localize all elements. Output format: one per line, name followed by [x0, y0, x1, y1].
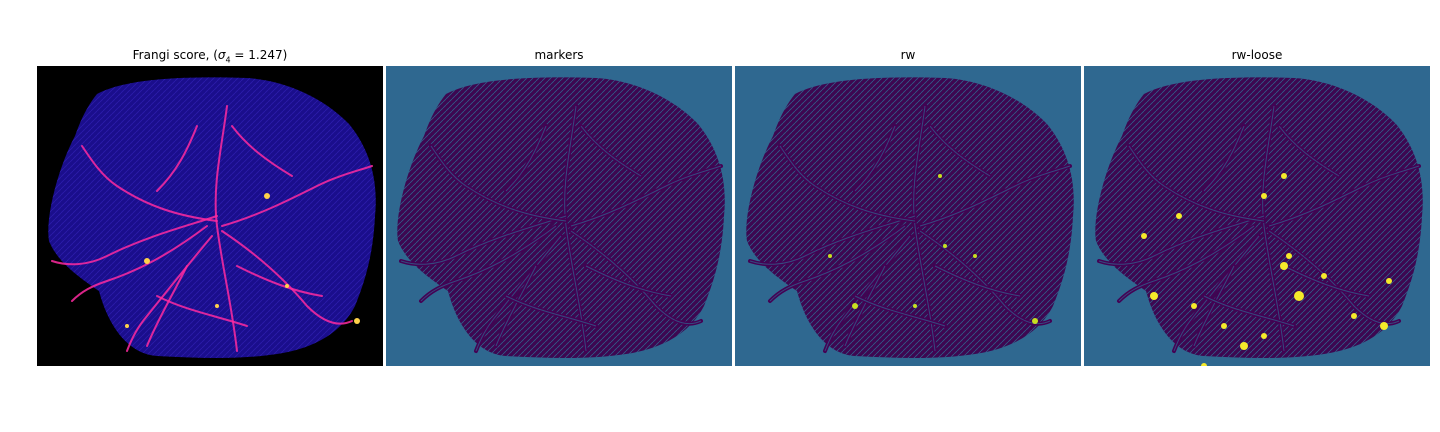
vessel-edge — [420, 225, 557, 302]
markers-image — [386, 66, 732, 366]
panel-frangi — [37, 66, 383, 366]
highlight-spot — [1280, 262, 1288, 270]
highlight-spot — [354, 318, 360, 324]
highlight-spot — [1321, 273, 1327, 279]
highlight-spot — [1141, 233, 1147, 239]
vessel-edge — [585, 265, 672, 297]
highlight-spot — [264, 193, 270, 199]
vessel-edge — [1203, 125, 1245, 192]
vessel-edge — [779, 145, 916, 222]
vessel — [156, 295, 248, 327]
highlight-spot — [1261, 333, 1267, 339]
vessel — [221, 165, 373, 227]
vessel-edge — [1128, 145, 1265, 222]
vessel-edge — [570, 230, 702, 325]
vessel-edge — [929, 125, 991, 177]
highlight-spot — [1201, 363, 1207, 366]
rw-loose-image — [1084, 66, 1430, 366]
highlight-spot — [1380, 322, 1388, 330]
vessel — [126, 235, 213, 352]
vessel-edge — [1262, 105, 1285, 352]
highlight-spot — [215, 304, 219, 308]
vessel — [51, 215, 218, 266]
highlight-spot — [1240, 342, 1248, 350]
highlight-spot — [1150, 292, 1158, 300]
vessel-edge — [580, 125, 642, 177]
vessel-edge — [749, 215, 916, 265]
vessel-edge — [505, 125, 547, 192]
frangi-title-sigma: σ — [217, 48, 226, 62]
panel-title-rw-loose: rw-loose — [1231, 48, 1283, 62]
vessel-edge — [854, 295, 946, 327]
highlight-spot — [1221, 323, 1227, 329]
highlight-spot — [285, 284, 289, 288]
vessel — [156, 125, 198, 192]
highlight-spot — [1281, 173, 1287, 179]
vessel-edge — [1098, 215, 1265, 265]
panel-rw-loose — [1084, 66, 1430, 366]
highlight-spot — [1386, 278, 1392, 284]
vessel-edge — [769, 225, 906, 302]
vessel-edge — [1283, 265, 1370, 297]
highlight-spot — [938, 174, 942, 178]
vessel-edge — [1118, 225, 1255, 302]
frangi-image — [37, 66, 383, 366]
vessel-edge — [505, 295, 597, 327]
highlight-spot — [828, 254, 832, 258]
frangi-title-pre: Frangi score, ( — [132, 48, 218, 62]
frangi-title-sub: 4 — [225, 55, 231, 65]
highlight-spot — [1351, 313, 1357, 319]
vessel-edge — [564, 105, 587, 352]
panel-markers — [386, 66, 732, 366]
vessel-edge — [495, 265, 537, 347]
rw-image — [735, 66, 1081, 366]
vessel-edge — [475, 235, 562, 352]
highlight-spot — [852, 303, 858, 309]
highlight-spot — [973, 254, 977, 258]
vessel-edge — [854, 125, 896, 192]
vessel-edge — [400, 215, 567, 265]
vessel — [231, 125, 293, 177]
vessel — [71, 225, 208, 302]
vessel-edge — [1278, 125, 1340, 177]
highlight-spot — [1261, 193, 1267, 199]
highlight-spot — [943, 244, 947, 248]
vessel-edge — [1268, 165, 1420, 227]
panel-rw — [735, 66, 1081, 366]
vessel — [146, 265, 188, 347]
highlight-spot — [1286, 253, 1292, 259]
vessel-edge — [919, 165, 1071, 227]
highlight-spot — [1294, 291, 1304, 301]
vessel-edge — [824, 235, 911, 352]
highlight-spot — [1032, 318, 1038, 324]
highlight-spot — [913, 304, 917, 308]
highlight-spot — [144, 258, 150, 264]
vessel-edge — [934, 265, 1021, 297]
vessel — [81, 145, 218, 222]
vessel-edge — [570, 165, 722, 227]
vessel-edge — [913, 105, 936, 352]
panel-title-markers: markers — [534, 48, 584, 62]
panel-title-frangi: Frangi score, (σ4 = 1.247) — [37, 48, 383, 64]
panel-title-rw: rw — [900, 48, 916, 62]
vessel — [236, 265, 323, 297]
vessel-edge — [1173, 235, 1260, 352]
frangi-title-post: = 1.247) — [230, 48, 288, 62]
highlight-spot — [125, 324, 129, 328]
highlight-spot — [1191, 303, 1197, 309]
highlight-spot — [1176, 213, 1182, 219]
vessel-edge — [844, 265, 886, 347]
vessel-edge — [430, 145, 567, 222]
vessel-edge — [1203, 295, 1295, 327]
vessel — [214, 105, 238, 352]
vessel-edge — [1193, 265, 1235, 347]
vessel — [221, 230, 353, 325]
